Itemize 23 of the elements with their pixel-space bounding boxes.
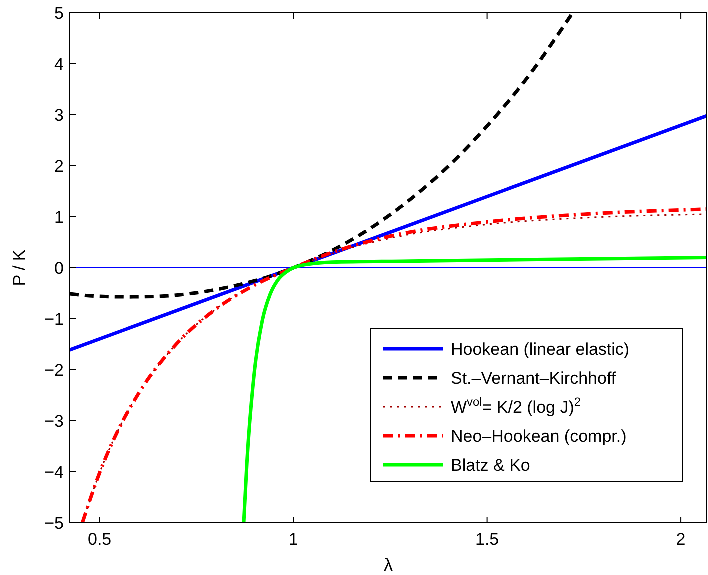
line-series <box>242 256 707 523</box>
y-tick-label: 2 <box>54 157 64 176</box>
y-tick-label: 3 <box>54 106 64 125</box>
y-tick-label: −3 <box>44 412 64 431</box>
legend-label: Neo–Hookean (compr.) <box>451 427 627 446</box>
x-axis-title: λ <box>384 555 393 575</box>
y-tick-label: 1 <box>54 208 64 227</box>
y-tick-label: 0 <box>54 259 64 278</box>
x-tick-label: 0.5 <box>88 530 112 549</box>
y-tick-label: −5 <box>44 514 64 533</box>
legend-label: W$^{vol}$= K/2 (log J)$^{2}$ <box>451 395 582 417</box>
y-tick-label: −2 <box>44 361 64 380</box>
y-tick-label: 5 <box>54 4 64 23</box>
legend-label: Blatz & Ko <box>451 456 530 475</box>
x-tick-label: 1 <box>288 530 298 549</box>
y-axis-title: P / K <box>10 249 29 286</box>
legend-label: Hookean (linear elastic) <box>451 340 630 359</box>
x-tick-label: 2 <box>676 530 686 549</box>
y-tick-label: −4 <box>44 463 64 482</box>
y-tick-label: 4 <box>54 55 64 74</box>
legend-label: St.–Vernant–Kirchhoff <box>451 369 616 388</box>
y-tick-label: −1 <box>44 310 64 329</box>
x-tick-label: 1.5 <box>475 530 500 549</box>
